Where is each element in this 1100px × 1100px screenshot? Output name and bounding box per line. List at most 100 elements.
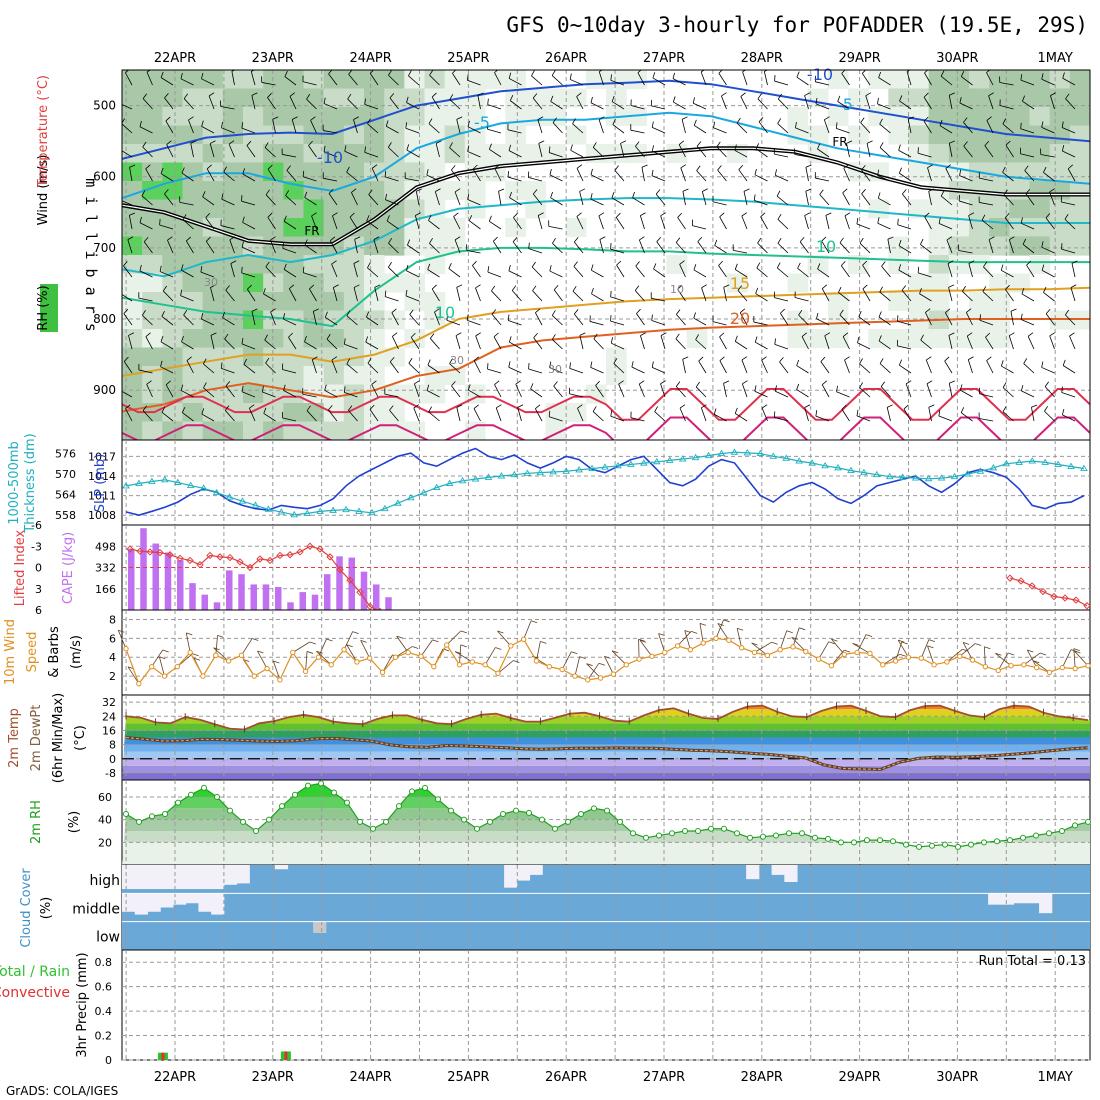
wind-barb-flag [821,236,827,242]
wind-barb-flag [160,71,164,78]
wind-barb-flag [285,190,290,196]
wind-barb [243,364,256,374]
rh-cell [424,292,446,312]
wind-barb-flag [434,308,440,313]
wind-barb-flag [223,166,227,173]
rh-cell [283,384,305,404]
wind-barb-flag [862,284,868,290]
wind-barb [371,168,379,182]
wind-barb [1020,128,1035,134]
wind-barb [611,101,625,110]
wind-barb-flag [125,70,130,73]
wind-barb [635,265,645,278]
rh-cell [364,236,385,256]
wind-barb-flag [713,408,717,415]
wind-barb-flag [719,356,725,361]
slp-tick: 1017 [88,450,116,463]
wind-barb-flag [983,261,988,268]
wind-barb-flag [264,142,269,148]
rh-cell [989,144,1010,164]
wind-barb-flag [186,356,192,361]
wind-barb [179,202,194,206]
wind-barb [630,417,645,422]
rh-cell [142,421,163,440]
wind-barb-flag [326,333,331,340]
thickness-marker [614,461,622,469]
wind-barb-flag [1045,213,1051,219]
wind-barb [881,265,891,278]
rh-cell [202,181,224,201]
wind-barb [986,360,994,374]
rh-marker [539,816,545,823]
wind-barb [598,71,604,86]
wind-barb [456,119,461,134]
wind-barb-flag [550,191,554,198]
wind-barb [797,267,809,278]
wind-barb-flag [508,72,512,79]
wind-barb-flag [679,404,686,409]
thickness-marker [665,456,674,463]
contour-label: 30 [450,354,464,367]
wind-barb-flag [898,167,902,174]
rh-cell [485,70,506,90]
wind-barb [369,409,379,422]
wind-barb-flag [343,386,346,393]
surface-wind-barb-flag [159,656,166,660]
wind-barb-flag [634,285,640,291]
wind-barb [692,225,707,230]
rh-cell [384,199,405,219]
wind-barb [592,411,604,422]
wind-barb-flag [161,406,166,413]
rh-cell [888,88,910,108]
wind-barb [672,78,686,86]
surface-wind-barb-flag [639,639,647,643]
surface-wind-barb-flag [360,639,367,643]
wind-barb [183,98,194,110]
wind-barb-flag [695,381,700,388]
wind-barb-flag [241,337,244,344]
wind-barb [821,240,830,254]
rh-marker [279,803,285,810]
rh-cell [969,329,990,349]
wind-barb-flag [660,380,666,385]
wind-barb-flag [653,263,657,270]
wind-barb-flag [682,356,689,360]
rh-cell [404,199,426,219]
wind-barb [182,412,194,422]
wind-barb [1001,269,1014,278]
rh-cell [182,107,204,127]
wind-barb-flag [549,361,552,368]
wind-barb-flag [590,168,593,175]
wind-barb [738,169,748,182]
wind-barb [695,339,707,350]
rh-marker [370,825,376,832]
pressure-tick: 700 [93,241,116,255]
wind-barb-flag [1043,286,1047,293]
wind-barb-flag [1021,384,1024,391]
wind-barb [638,383,645,398]
rh-cell [142,329,163,349]
wind-barb [385,199,399,206]
top-date-label: 26APR [545,51,587,66]
wind-barb-flag [491,285,496,292]
thickness-marker [575,466,583,473]
wind-barb [740,96,748,110]
wind-barb-flag [385,193,387,200]
wind-barb-flag [701,404,707,409]
contour-label: -5 [474,113,490,132]
rh-cell [243,88,264,108]
wind-barb [958,200,973,206]
wind-label-part: (m/s) [69,635,84,669]
rh-cell [1029,181,1051,201]
wind-barb-flag [407,239,411,246]
wind-barb-flag [267,212,273,218]
surface-wind-barb-flag [751,642,758,646]
wind-barb-flag [354,236,361,240]
rh-tick: 40 [98,814,112,827]
wind-speed-marker [379,669,386,676]
wind-barb [549,152,563,158]
wind-barb-flag [754,385,757,392]
wind-barb-flag [164,93,169,99]
cape-bar [385,597,392,610]
rh-cell [444,218,466,238]
